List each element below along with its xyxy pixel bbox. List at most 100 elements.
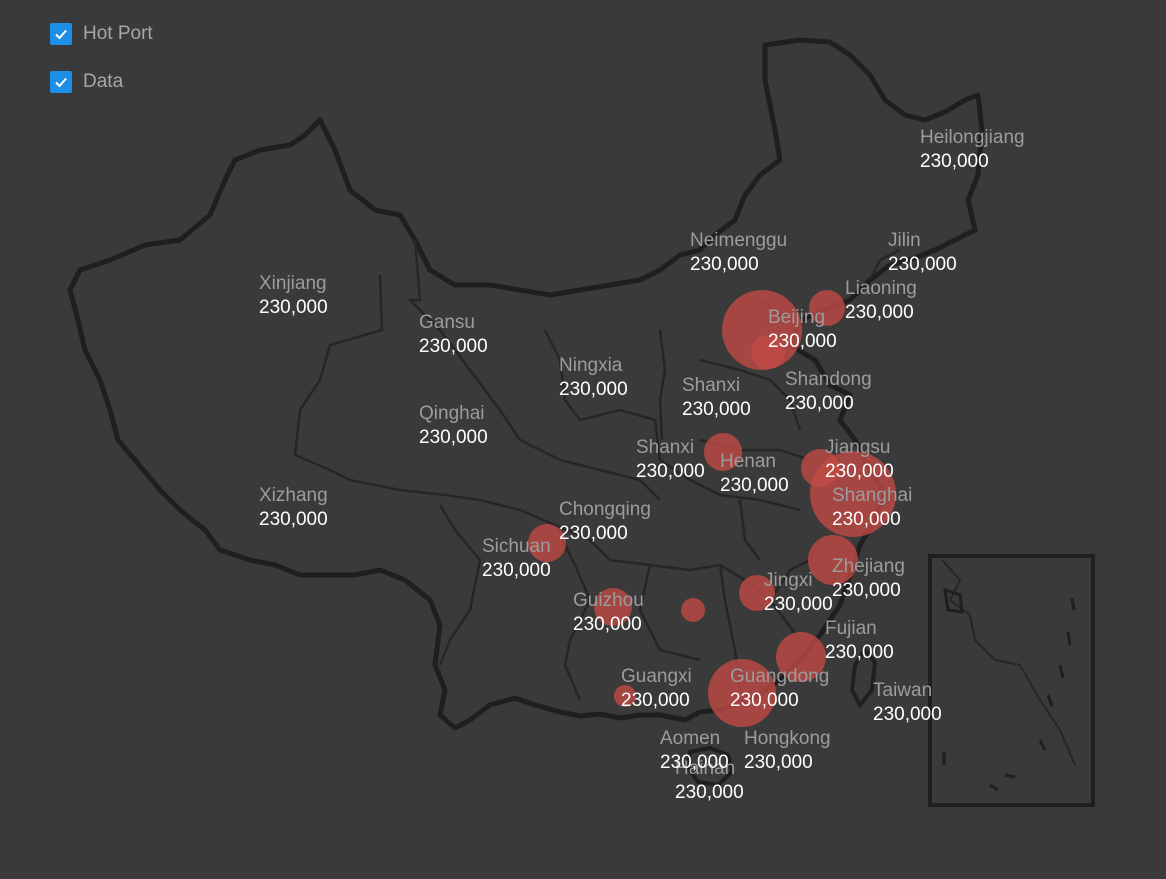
svg-text:230,000: 230,000 (764, 594, 833, 615)
svg-text:230,000: 230,000 (785, 393, 854, 414)
province-label[interactable]: Beijing 230,000 (768, 307, 837, 352)
svg-text:Gansu: Gansu (419, 312, 475, 333)
bubble-jiangsu[interactable] (801, 449, 839, 487)
province-label[interactable]: Aomen 230,000 (660, 728, 729, 773)
svg-text:Hongkong: Hongkong (744, 728, 831, 749)
check-icon (55, 77, 67, 88)
svg-text:Taiwan: Taiwan (873, 680, 932, 701)
svg-text:230,000: 230,000 (675, 782, 744, 803)
svg-text:Sichuan: Sichuan (482, 536, 551, 557)
svg-text:230,000: 230,000 (621, 690, 690, 711)
svg-text:Jiangsu: Jiangsu (825, 437, 891, 458)
province-label[interactable]: Guangdong 230,000 (730, 666, 829, 711)
svg-text:230,000: 230,000 (419, 427, 488, 448)
province-label[interactable]: Fujian 230,000 (825, 618, 894, 663)
province-labels: Heilongjiang 230,000 Jilin 230,000 Liaonin… (259, 127, 1025, 803)
bubble-tianjin[interactable] (751, 335, 785, 369)
hot-port-checkbox[interactable] (50, 23, 72, 45)
province-label[interactable]: Guangxi 230,000 (621, 666, 692, 711)
map-legend: Hot Port Data (50, 22, 153, 118)
svg-text:230,000: 230,000 (825, 642, 894, 663)
svg-text:Zhejiang: Zhejiang (832, 556, 905, 577)
province-label[interactable]: Gansu 230,000 (419, 312, 488, 357)
svg-text:Xizhang: Xizhang (259, 485, 328, 506)
province-borders (293, 239, 901, 701)
svg-text:230,000: 230,000 (482, 560, 551, 581)
svg-text:230,000: 230,000 (768, 331, 837, 352)
province-label[interactable]: Sichuan 230,000 (482, 536, 551, 581)
svg-text:230,000: 230,000 (690, 254, 759, 275)
hot-port-toggle[interactable]: Hot Port (50, 22, 153, 46)
province-label[interactable]: Qinghai 230,000 (419, 403, 488, 448)
svg-text:230,000: 230,000 (832, 509, 901, 530)
svg-text:Jilin: Jilin (888, 230, 921, 251)
province-label[interactable]: Shanxi 230,000 (682, 375, 751, 420)
svg-text:Guangxi: Guangxi (621, 666, 692, 687)
province-label[interactable]: Hongkong 230,000 (744, 728, 831, 773)
province-label[interactable]: Heilongjiang 230,000 (920, 127, 1025, 172)
taiwan-outline (849, 646, 878, 709)
svg-text:Chongqing: Chongqing (559, 499, 651, 520)
province-label[interactable]: Henan 230,000 (720, 451, 789, 496)
province-label[interactable]: Shanxi 230,000 (636, 437, 705, 482)
svg-text:Fujian: Fujian (825, 618, 877, 639)
svg-text:Qinghai: Qinghai (419, 403, 485, 424)
province-label[interactable]: Shandong 230,000 (785, 369, 872, 414)
svg-text:Beijing: Beijing (768, 307, 825, 328)
svg-text:230,000: 230,000 (259, 509, 328, 530)
svg-text:230,000: 230,000 (573, 614, 642, 635)
bubble-guizhou[interactable] (594, 588, 632, 626)
province-label[interactable]: Shanghai 230,000 (832, 485, 912, 530)
svg-text:230,000: 230,000 (832, 580, 901, 601)
south-china-sea-inset (928, 554, 1095, 807)
bubble-zhejiang[interactable] (808, 535, 858, 585)
svg-text:Jingxi: Jingxi (764, 570, 813, 591)
province-label[interactable]: Hainan 230,000 (675, 758, 744, 803)
svg-text:Henan: Henan (720, 451, 776, 472)
svg-text:230,000: 230,000 (744, 752, 813, 773)
svg-text:230,000: 230,000 (636, 461, 705, 482)
svg-text:Shanghai: Shanghai (832, 485, 912, 506)
data-toggle[interactable]: Data (50, 70, 153, 94)
bubble-sichuan[interactable] (528, 524, 566, 562)
svg-text:Guizhou: Guizhou (573, 590, 644, 611)
svg-text:Xinjiang: Xinjiang (259, 273, 327, 294)
province-label[interactable]: Liaoning 230,000 (845, 278, 917, 323)
svg-text:230,000: 230,000 (682, 399, 751, 420)
svg-text:Ningxia: Ningxia (559, 355, 623, 376)
svg-text:230,000: 230,000 (888, 254, 957, 275)
bubble-guangdong[interactable] (708, 659, 776, 727)
province-label[interactable]: Xizhang 230,000 (259, 485, 328, 530)
bubble-hunan[interactable] (681, 598, 705, 622)
bubble-liaoning[interactable] (809, 290, 845, 326)
data-checkbox[interactable] (50, 71, 72, 93)
province-label[interactable]: Jiangsu 230,000 (825, 437, 894, 482)
province-label[interactable]: Jilin 230,000 (888, 230, 957, 275)
svg-text:230,000: 230,000 (920, 151, 989, 172)
svg-text:Shanxi: Shanxi (682, 375, 740, 396)
bubble-jingxi[interactable] (739, 575, 775, 611)
bubble-henan[interactable] (704, 433, 742, 471)
svg-text:Neimenggu: Neimenggu (690, 230, 787, 251)
country-outline (67, 37, 985, 731)
province-label[interactable]: Neimenggu 230,000 (690, 230, 787, 275)
province-label[interactable]: Xinjiang 230,000 (259, 273, 328, 318)
hot-port-label: Hot Port (83, 23, 153, 44)
bubble-guangxi[interactable] (614, 685, 636, 707)
svg-text:Guangdong: Guangdong (730, 666, 829, 687)
province-label[interactable]: Jingxi 230,000 (764, 570, 833, 615)
svg-text:Shanxi: Shanxi (636, 437, 694, 458)
svg-text:Aomen: Aomen (660, 728, 720, 749)
bubble-fujian[interactable] (776, 632, 826, 682)
svg-text:230,000: 230,000 (845, 302, 914, 323)
hot-port-bubbles (528, 290, 896, 727)
check-icon (55, 29, 67, 40)
province-label[interactable]: Chongqing 230,000 (559, 499, 651, 544)
svg-text:230,000: 230,000 (419, 336, 488, 357)
province-label[interactable]: Ningxia 230,000 (559, 355, 628, 400)
province-label[interactable]: Zhejiang 230,000 (832, 556, 905, 601)
province-label[interactable]: Taiwan 230,000 (873, 680, 942, 725)
svg-text:230,000: 230,000 (559, 523, 628, 544)
province-label[interactable]: Guizhou 230,000 (573, 590, 644, 635)
